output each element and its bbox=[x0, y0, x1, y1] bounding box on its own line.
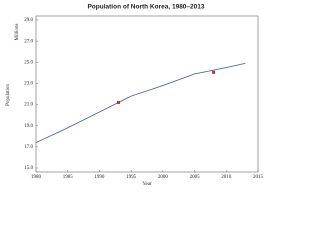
x-tick-label: 2010 bbox=[221, 175, 232, 180]
chart: Population of North Korea, 1980–2013 Mil… bbox=[6, 4, 264, 187]
page: Population of North Korea, 1980–2013 Mil… bbox=[6, 3, 264, 188]
x-tick-label: 2005 bbox=[190, 175, 201, 180]
census-point bbox=[212, 70, 216, 74]
x-tick-label: 1990 bbox=[94, 175, 105, 180]
x-tick-label: 1980 bbox=[31, 175, 42, 180]
x-tick-label: 2015 bbox=[253, 175, 264, 180]
y-tick-label: 15.0 bbox=[24, 166, 33, 171]
x-tick-label: 2000 bbox=[158, 175, 169, 180]
census-point bbox=[116, 100, 120, 104]
y-tick-label: 19.0 bbox=[24, 124, 33, 129]
y-unit: Millions bbox=[15, 23, 20, 40]
y-axis-label: Population bbox=[6, 84, 11, 106]
y-tick-label: 29.0 bbox=[24, 18, 33, 23]
y-tick-label: 23.0 bbox=[24, 82, 33, 87]
series-line bbox=[35, 62, 246, 144]
y-tick-label: 17.0 bbox=[24, 145, 33, 150]
y-tick-label: 21.0 bbox=[24, 103, 33, 108]
y-tick-label: 27.0 bbox=[24, 39, 33, 44]
plot-frame bbox=[35, 15, 259, 173]
x-tick-label: 1985 bbox=[63, 175, 74, 180]
y-tick-label: 25.0 bbox=[24, 60, 33, 65]
x-axis-label: Year bbox=[142, 182, 152, 187]
x-tick-label: 1995 bbox=[126, 175, 137, 180]
chart-title: Population of North Korea, 1980–2013 bbox=[87, 4, 204, 11]
